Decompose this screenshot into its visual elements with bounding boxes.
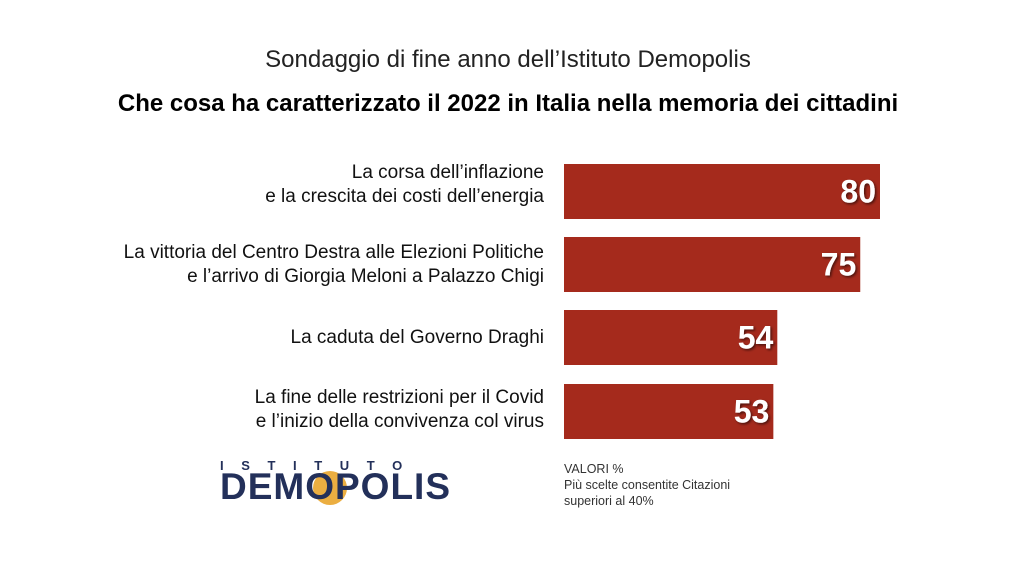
logo-istituto-text: ISTITUTO (220, 458, 420, 473)
note-line: Più scelte consentite Citazioni (564, 478, 731, 492)
category-label-line: e l’inizio della convivenza col virus (255, 411, 544, 432)
category-label-inflazione: La corsa dell’inflazione e la crescita d… (265, 161, 544, 209)
category-label-centro-destra: La vittoria del Centro Destra alle Elezi… (124, 241, 544, 289)
value-label-3: 53 (734, 394, 770, 430)
bar-2 (564, 310, 778, 365)
category-label-line: La fine delle restrizioni per il Covid (254, 387, 544, 408)
category-label-line: e la crescita dei costi dell’energia (265, 186, 544, 207)
bar-3 (564, 384, 774, 439)
category-label-line: e l’arrivo di Giorgia Meloni a Palazzo C… (187, 266, 544, 287)
value-label-1: 75 (821, 247, 857, 283)
value-label-0: 80 (840, 174, 876, 210)
chart-note: VALORI % Più scelte consentite Citazioni… (564, 461, 730, 509)
chart-title: Che cosa ha caratterizzato il 2022 in It… (117, 90, 899, 117)
value-label-2: 54 (738, 320, 774, 356)
category-label-line: La vittoria del Centro Destra alle Elezi… (123, 242, 544, 263)
category-label-line: La corsa dell’inflazione (351, 162, 544, 183)
bar-1 (564, 237, 861, 292)
category-label-draghi: La caduta del Governo Draghi (291, 326, 545, 350)
category-label-covid: La fine delle restrizioni per il Covid e… (255, 386, 544, 434)
note-line: VALORI % (564, 462, 624, 476)
bar-0 (564, 164, 880, 219)
chart-subtitle: Sondaggio di fine anno dell’Istituto Dem… (265, 46, 751, 73)
logo-demopolis: DEMOPOLIS (220, 466, 452, 507)
note-line: superiori al 40% (564, 494, 654, 508)
category-label-line: La caduta del Governo Draghi (290, 327, 545, 348)
logo-sun-icon (313, 471, 347, 505)
